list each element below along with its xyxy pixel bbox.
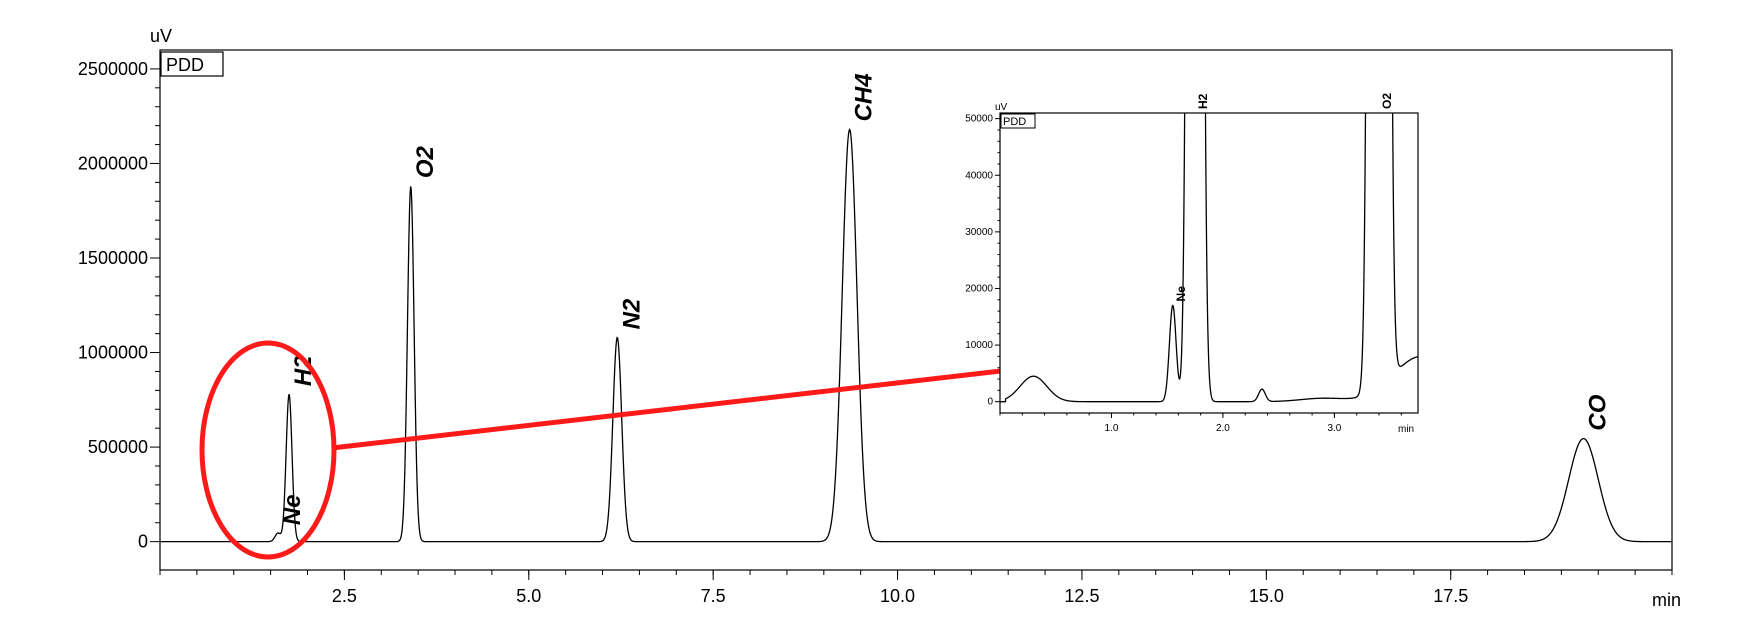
main-trace [160,127,1672,543]
y-tick-label: 0 [138,532,148,552]
peak-label-ne: Ne [1174,286,1188,302]
x-tick-label: 15.0 [1249,586,1284,606]
peak-label-o2: O2 [412,145,439,178]
peak-label-h2: H2 [1196,93,1210,109]
x-tick-label: 17.5 [1433,586,1468,606]
y-tick-label: 20000 [965,283,993,294]
highlight-ellipse [199,340,337,560]
main-plot-frame [159,49,1673,571]
peak-label-o2: O2 [1380,93,1394,109]
y-tick-label: 50000 [965,114,993,125]
main-x-unit-label: min [1652,590,1681,610]
y-tick-label: 2000000 [78,153,148,173]
y-tick-label: 1500000 [78,248,148,268]
inset-detector-label: PDD [1003,116,1026,128]
x-tick-label: 2.5 [332,586,357,606]
y-tick-label: 2500000 [78,59,148,79]
y-tick-label: 10000 [965,340,993,351]
x-tick-label: 12.5 [1064,586,1099,606]
y-tick-label: 500000 [88,437,148,457]
inset-detector-box [1000,113,1036,129]
main-y-ticks: 0 500000 1000000 1500000 2000000 2500000 [78,59,160,552]
peak-label-co: CO [1584,394,1611,430]
y-tick-label: 1000000 [78,343,148,363]
peak-label-ne: Ne [279,494,306,525]
x-tick-label: 5.0 [516,586,541,606]
inset-x-ticks: 1.0 2.0 3.0 [999,413,1402,434]
y-tick-label: 0 [987,397,993,408]
x-tick-label: 3.0 [1327,423,1341,434]
y-tick-label: 40000 [965,170,993,181]
x-tick-label: 1.0 [1105,423,1119,434]
inset-y-unit-label: uV [995,102,1008,113]
inset-y-ticks: 0 10000 20000 30000 40000 50000 [965,114,1000,408]
x-tick-label: 2.0 [1216,423,1230,434]
main-detector-box [160,51,224,77]
peak-label-ch4: CH4 [851,73,878,121]
y-tick-label: 30000 [965,227,993,238]
inset-peak-labels: Ne H2 O2 [1174,93,1394,302]
inset-trace [1000,113,1418,403]
main-x-ticks: 2.5 5.0 7.5 10.0 12.5 15.0 17.5 [159,570,1673,606]
main-y-unit-label: uV [150,26,172,46]
x-tick-label: 10.0 [880,586,915,606]
inset-x-unit-label: min [1398,424,1414,435]
peak-label-n2: N2 [618,298,645,329]
x-tick-label: 7.5 [701,586,726,606]
main-detector-label: PDD [166,55,204,75]
highlight-arrow-line [331,356,1106,451]
